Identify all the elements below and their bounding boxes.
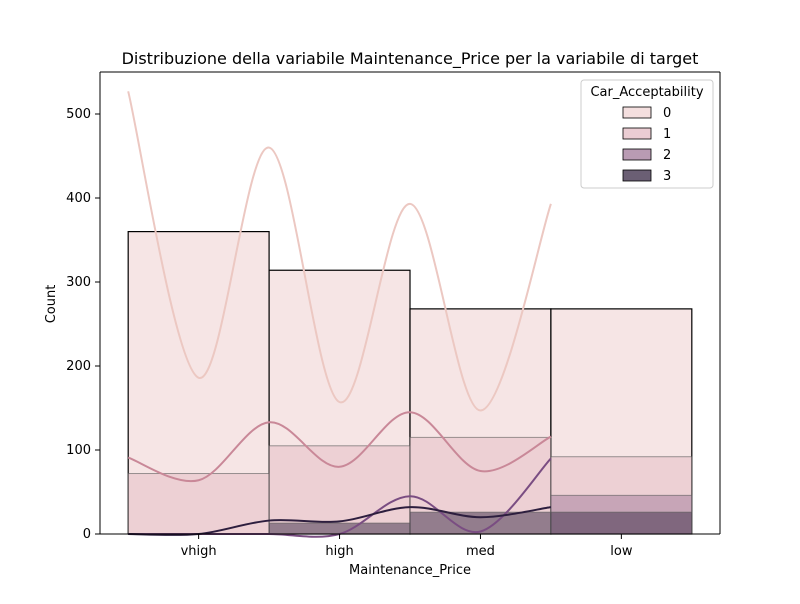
legend-label-0: 0 bbox=[663, 106, 671, 121]
bar-series-3-high bbox=[268, 522, 411, 535]
bar-series-1-high bbox=[268, 445, 411, 535]
legend-swatch-0 bbox=[622, 106, 652, 119]
bars-group bbox=[127, 231, 693, 535]
legend-swatch-3 bbox=[622, 169, 652, 182]
legend-label-2: 2 bbox=[663, 148, 671, 163]
y-tick-label-0: 0 bbox=[83, 527, 91, 542]
legend-swatch-1 bbox=[622, 127, 652, 140]
legend-label-1: 1 bbox=[663, 127, 671, 142]
x-tick-label-high: high bbox=[325, 544, 353, 559]
bar-series-3-low bbox=[550, 511, 693, 535]
legend: Car_Acceptability 0 1 2 3 bbox=[580, 79, 714, 189]
x-tick-label-med: med bbox=[466, 544, 495, 559]
x-axis-label: Maintenance_Price bbox=[349, 563, 471, 578]
y-tick-label-400: 400 bbox=[66, 191, 91, 206]
y-tick-label-500: 500 bbox=[66, 107, 91, 122]
chart-title: Distribuzione della variabile Maintenanc… bbox=[122, 49, 699, 69]
y-tick-label-100: 100 bbox=[66, 443, 91, 458]
axes-frame: 0 100 200 300 400 500 vhigh high med low bbox=[66, 71, 721, 559]
legend-label-3: 3 bbox=[663, 169, 671, 184]
y-axis-label: Count bbox=[44, 285, 59, 324]
legend-swatch-2 bbox=[622, 148, 652, 161]
kde-line-series-0 bbox=[127, 91, 552, 412]
legend-title: Car_Acceptability bbox=[590, 85, 703, 100]
y-tick-label-300: 300 bbox=[66, 275, 91, 290]
y-tick-label-200: 200 bbox=[66, 359, 91, 374]
x-tick-label-low: low bbox=[610, 544, 633, 559]
x-tick-label-vhigh: vhigh bbox=[181, 544, 217, 559]
kde-line-series-1 bbox=[127, 411, 552, 483]
